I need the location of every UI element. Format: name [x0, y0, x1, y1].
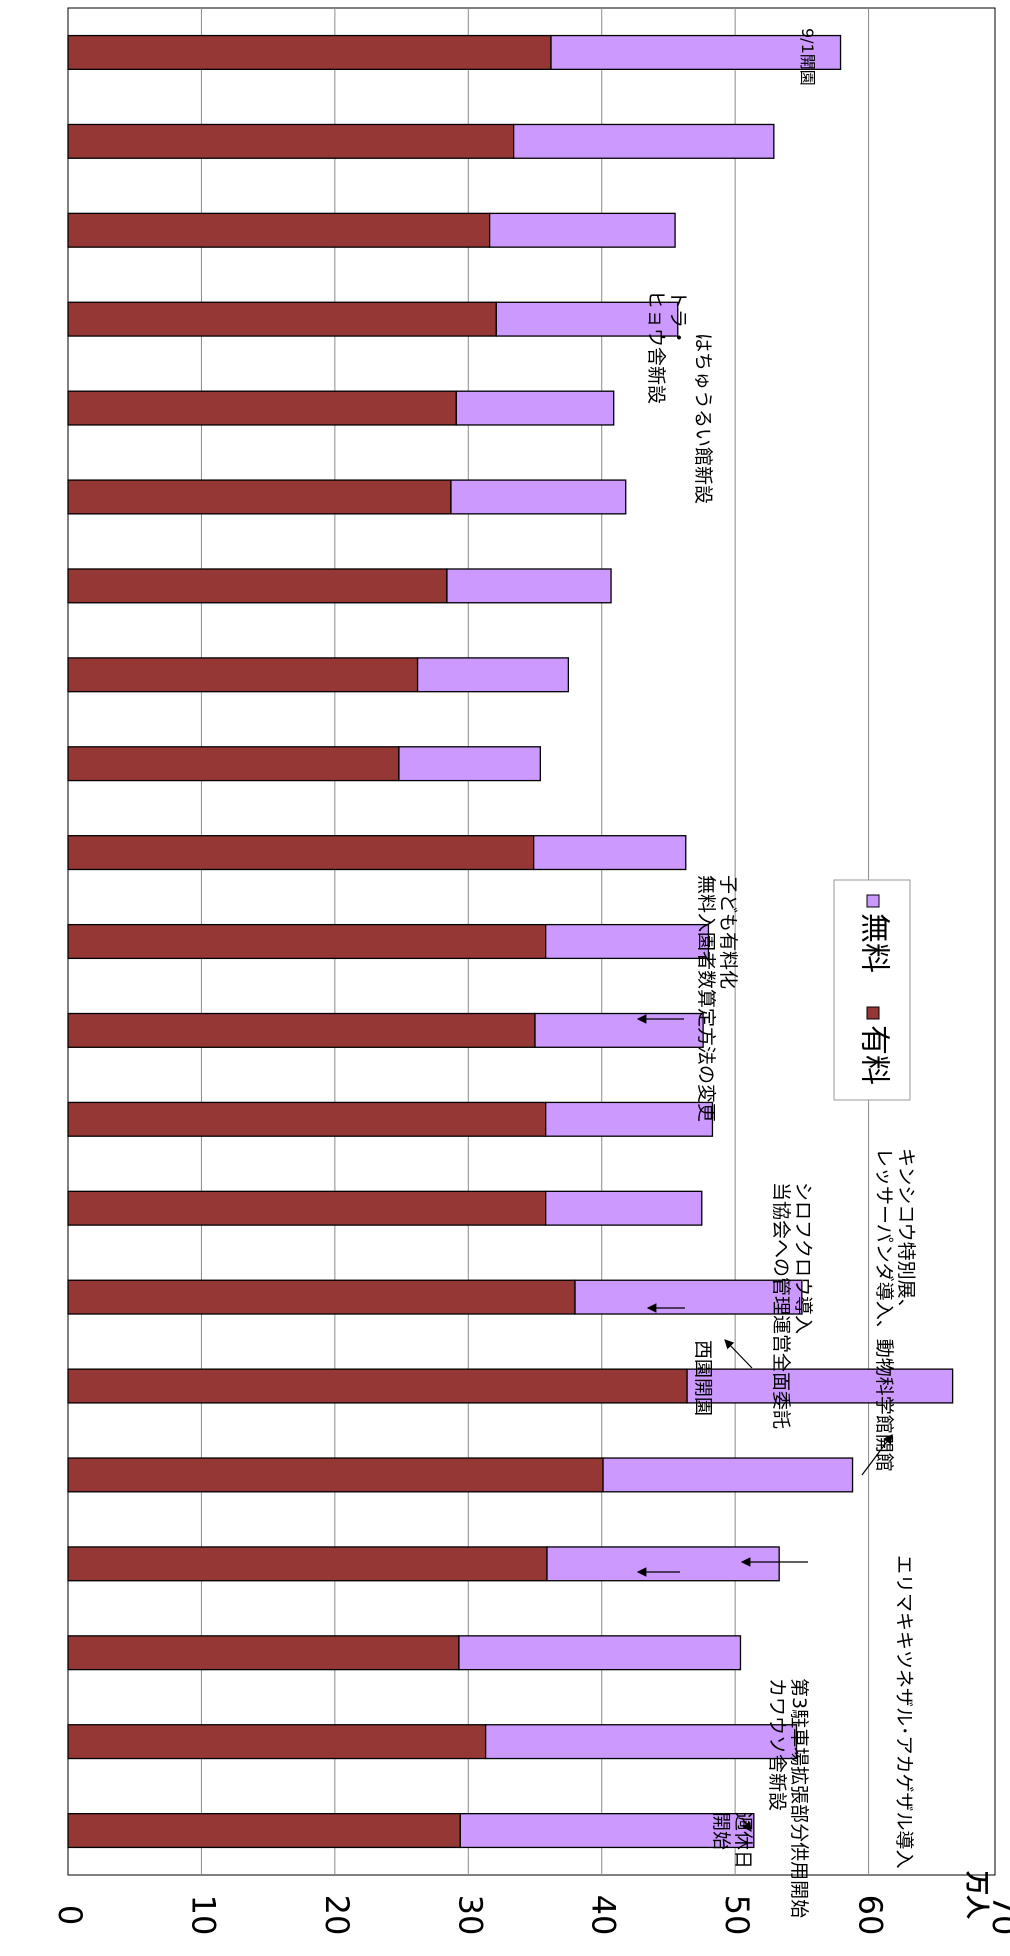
annotation-label: 第3駐車場拡張部分供用開始カワウソ舎新設: [766, 1678, 810, 1918]
legend-swatch: [866, 1006, 880, 1020]
bar-free: [533, 835, 687, 871]
bar-free: [446, 568, 612, 604]
bar-free: [574, 1279, 803, 1315]
annotation-arrow: [724, 1339, 753, 1369]
bar-free: [484, 1724, 798, 1760]
bar-free: [455, 390, 615, 426]
annotation-arrow: [741, 1817, 752, 1832]
legend-box: [833, 879, 911, 1101]
bar-free: [602, 1457, 854, 1493]
bar-free: [459, 1813, 755, 1849]
annotation-arrow: [861, 1434, 893, 1476]
legend-label: 無料: [857, 913, 892, 973]
bar-paid: [67, 34, 552, 70]
bar-paid: [67, 1546, 548, 1582]
y-tick-label: 50: [718, 1895, 756, 1936]
y-tick-label: 0: [51, 1905, 89, 1925]
y-tick-label: 60: [852, 1895, 890, 1936]
annotation-label: 9/1開園: [798, 28, 817, 86]
bar-free: [545, 923, 710, 960]
legend-label: 有料: [857, 1025, 892, 1085]
y-tick-label: 20: [318, 1895, 356, 1936]
bar-paid: [67, 1368, 688, 1404]
bar-paid: [67, 1190, 547, 1226]
bar-paid: [67, 923, 547, 960]
annotation-label: トラ・ヒョウ舎新設: [645, 290, 689, 404]
bar-free: [495, 301, 679, 337]
annotation-label: 子ども有料化無料入園者数算定方法の変更: [695, 875, 739, 1122]
bar-free: [458, 1635, 742, 1671]
bar-paid: [67, 1724, 487, 1760]
bar-free: [513, 123, 775, 159]
bar-paid: [67, 479, 452, 515]
bar-paid: [67, 301, 497, 337]
bar-free: [534, 1012, 704, 1048]
bar-paid: [67, 390, 457, 426]
bar-free: [686, 1368, 954, 1404]
bar-paid: [67, 1635, 460, 1671]
bar-free: [416, 657, 570, 693]
bar-paid: [67, 568, 448, 604]
bar-paid: [67, 746, 400, 782]
bar-free: [450, 479, 627, 515]
annotation-label: 西園開園: [692, 1340, 714, 1416]
annotation-label: シロフクロウ導入当協会への管理運営全面委託: [770, 1182, 814, 1429]
y-tick-label: 40: [585, 1895, 623, 1936]
y-axis-unit-label: 万人: [963, 1871, 991, 1919]
bar-paid: [67, 212, 491, 248]
bar-paid: [67, 123, 515, 159]
bar-paid: [67, 1101, 547, 1137]
bar-paid: [67, 1279, 576, 1315]
bar-paid: [67, 1012, 536, 1048]
bar-paid: [67, 657, 419, 693]
bar-paid: [67, 1457, 604, 1493]
bar-free: [545, 1190, 703, 1226]
bar-paid: [67, 1813, 461, 1849]
annotation-label: 週休日開始: [710, 1812, 754, 1869]
legend-swatch: [866, 894, 880, 908]
bar-free: [398, 746, 541, 782]
bar-free: [488, 212, 676, 248]
bar-free: [546, 1546, 780, 1582]
y-tick-label: 30: [451, 1895, 489, 1936]
annotation-label: はちゅうるい館新設: [692, 333, 714, 504]
y-tick-label: 70: [985, 1895, 1010, 1936]
bar-free: [550, 34, 842, 70]
bar-paid: [67, 835, 535, 871]
y-tick-label: 10: [184, 1895, 222, 1936]
bar-free: [545, 1101, 714, 1137]
annotation-label: キンシコウ特別展、レッサーパンダ導入、動物科学館開館: [873, 1148, 917, 1472]
annotation-label: エリマキキツネザル･アカゲザル導入: [893, 1555, 915, 1869]
